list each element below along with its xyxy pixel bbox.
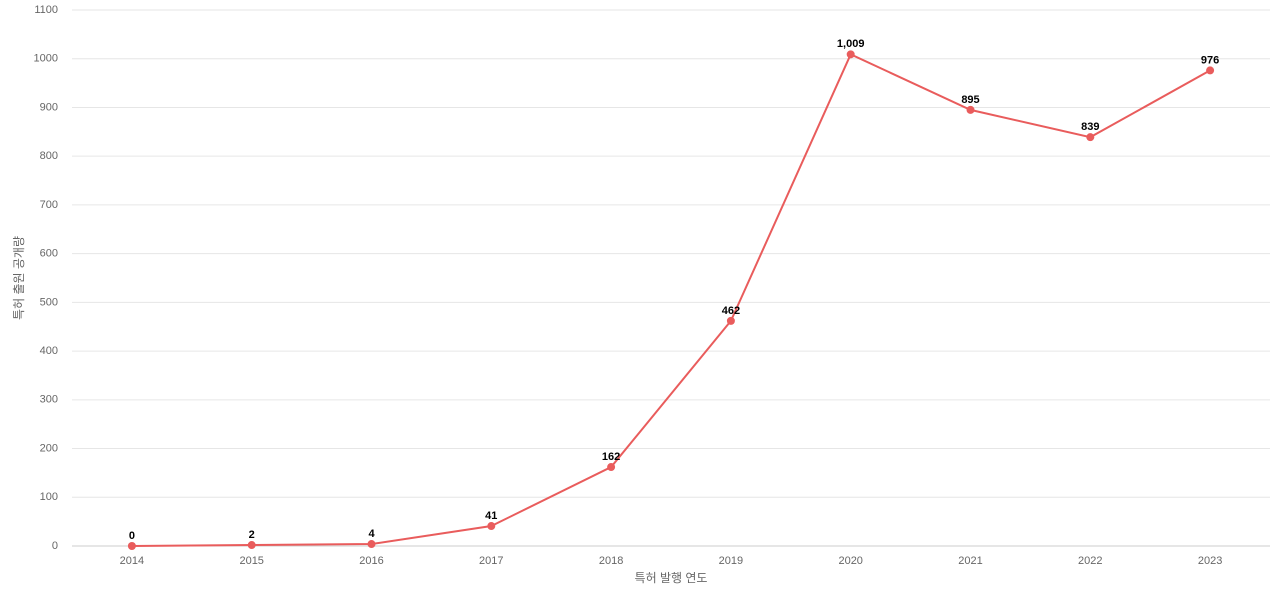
data-label: 41 [485,510,497,522]
x-axis-label: 특허 발행 연도 [635,570,708,585]
x-tick-label: 2016 [359,555,383,567]
data-point [1206,66,1215,75]
y-tick-label: 900 [40,101,58,113]
y-tick-label: 0 [52,540,58,552]
x-tick-label: 2014 [120,555,144,567]
y-axis-label: 특허 출원 공개량 [12,236,26,320]
data-point [846,50,855,59]
x-tick-label: 2018 [599,555,623,567]
data-label: 4 [368,528,375,540]
y-tick-label: 700 [40,199,58,211]
data-label: 0 [129,530,135,542]
y-tick-label: 1100 [34,4,58,16]
y-tick-label: 400 [40,345,58,357]
y-tick-label: 1000 [34,53,58,65]
x-tick-label: 2022 [1078,555,1102,567]
x-tick-label: 2020 [838,555,862,567]
data-label: 895 [961,94,979,106]
y-tick-label: 600 [40,248,58,260]
data-label: 162 [602,451,620,463]
x-tick-label: 2015 [239,555,263,567]
y-tick-label: 800 [40,150,58,162]
data-line [131,53,1211,547]
y-tick-label: 500 [40,296,58,308]
x-tick-label: 2019 [719,555,743,567]
data-point [966,105,975,114]
y-tick-label: 100 [40,491,58,503]
y-tick-label: 300 [40,394,58,406]
y-tick-label: 200 [40,442,58,454]
x-tick-label: 2023 [1198,555,1222,567]
x-tick-label: 2021 [958,555,982,567]
data-label: 462 [722,305,740,317]
data-point [487,522,496,531]
data-label: 1,009 [837,38,865,50]
data-point [247,541,256,550]
data-label: 976 [1201,54,1219,66]
data-point [127,542,136,550]
data-point [607,463,616,472]
data-label: 2 [249,529,255,541]
data-point [726,316,735,325]
data-point [367,540,376,549]
data-point [1086,133,1095,142]
x-tick-label: 2017 [479,555,503,567]
data-label: 839 [1081,121,1099,133]
